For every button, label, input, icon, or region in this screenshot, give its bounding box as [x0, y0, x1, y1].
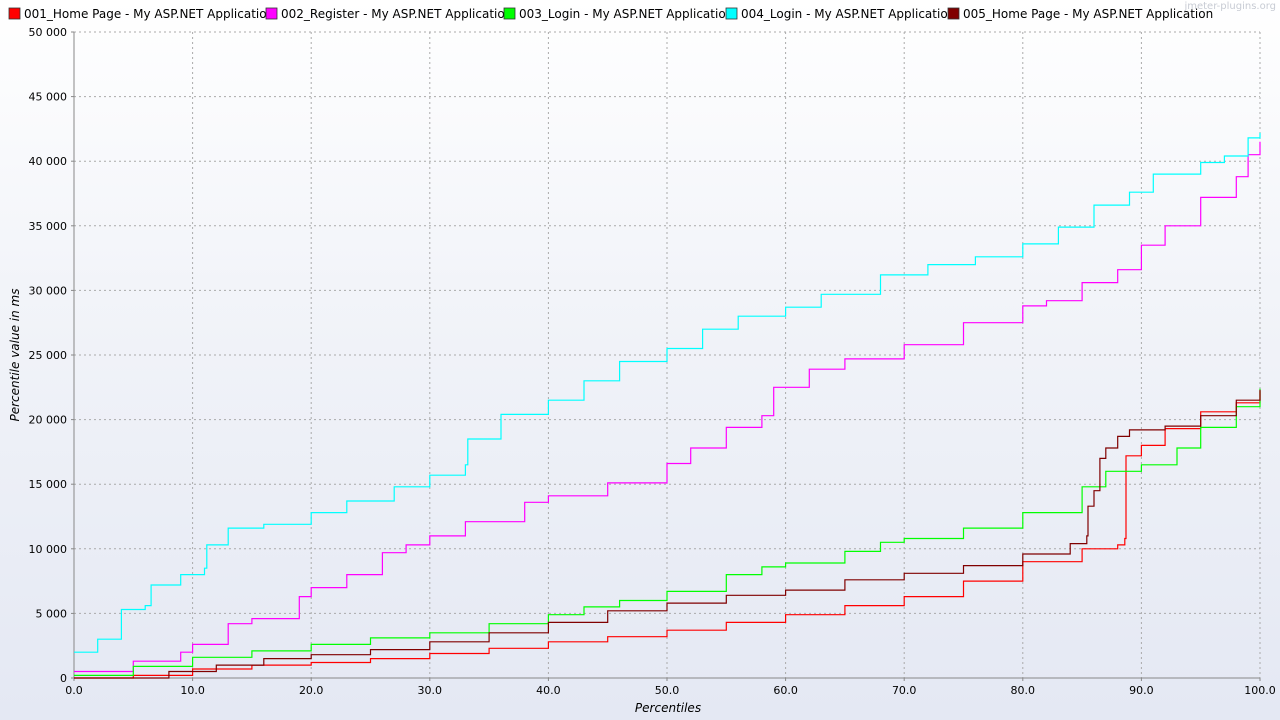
- legend-item-4: 004_Login - My ASP.NET Application: [725, 7, 955, 21]
- legend-label: 004_Login - My ASP.NET Application: [741, 7, 955, 21]
- x-tick-label: 0.0: [65, 684, 83, 697]
- x-tick-label: 80.0: [1011, 684, 1036, 697]
- y-tick-label: 50 000: [29, 26, 68, 39]
- legend-label: 001_Home Page - My ASP.NET Application: [24, 7, 274, 21]
- x-axis-label: Percentiles: [635, 701, 701, 715]
- legend-item-2: 002_Register - My ASP.NET Application: [265, 7, 512, 21]
- y-tick-label: 20 000: [29, 414, 68, 427]
- legend-item-1: 001_Home Page - My ASP.NET Application: [8, 7, 274, 21]
- legend-label: 005_Home Page - My ASP.NET Application: [963, 7, 1213, 21]
- legend: 001_Home Page - My ASP.NET Application 00…: [8, 7, 1213, 21]
- legend-swatch: [8, 7, 21, 20]
- x-tick-label: 90.0: [1129, 684, 1154, 697]
- series-line-2: [74, 141, 1261, 673]
- legend-swatch: [265, 7, 278, 20]
- x-tick-label: 20.0: [299, 684, 324, 697]
- y-tick-label: 25 000: [29, 349, 68, 362]
- y-tick-label: 0: [60, 672, 67, 685]
- x-tick-label: 10.0: [180, 684, 205, 697]
- y-tick-label: 10 000: [29, 543, 68, 556]
- series-line-1: [74, 391, 1261, 679]
- x-tick-label: 70.0: [892, 684, 917, 697]
- legend-swatch: [503, 7, 516, 20]
- x-tick-label: 100.0: [1244, 684, 1276, 697]
- series-line-5: [74, 389, 1261, 679]
- axes: 0 5 000 10 000 15 000 20 000 25 000 30 000 35 0…: [29, 26, 1276, 697]
- y-tick-label: 5 000: [36, 607, 68, 620]
- y-tick-label: 45 000: [29, 91, 68, 104]
- legend-label: 003_Login - My ASP.NET Application: [519, 7, 733, 21]
- series-lines: [74, 132, 1261, 679]
- y-axis-label: Percentile value in ms: [8, 289, 22, 422]
- legend-item-5: 005_Home Page - My ASP.NET Application: [947, 7, 1213, 21]
- y-tick-label: 15 000: [29, 478, 68, 491]
- series-line-3: [74, 388, 1261, 676]
- x-tick-label: 50.0: [655, 684, 680, 697]
- watermark: jmeter-plugins.org: [1183, 1, 1276, 12]
- series-line-4: [74, 132, 1261, 653]
- x-tick-label: 30.0: [418, 684, 443, 697]
- x-tick-label: 60.0: [773, 684, 798, 697]
- y-tick-label: 40 000: [29, 155, 68, 168]
- x-tick-label: 40.0: [536, 684, 561, 697]
- legend-swatch: [947, 7, 960, 20]
- legend-swatch: [725, 7, 738, 20]
- y-tick-label: 35 000: [29, 220, 68, 233]
- y-tick-label: 30 000: [29, 284, 68, 297]
- legend-item-3: 003_Login - My ASP.NET Application: [503, 7, 733, 21]
- legend-label: 002_Register - My ASP.NET Application: [281, 7, 512, 21]
